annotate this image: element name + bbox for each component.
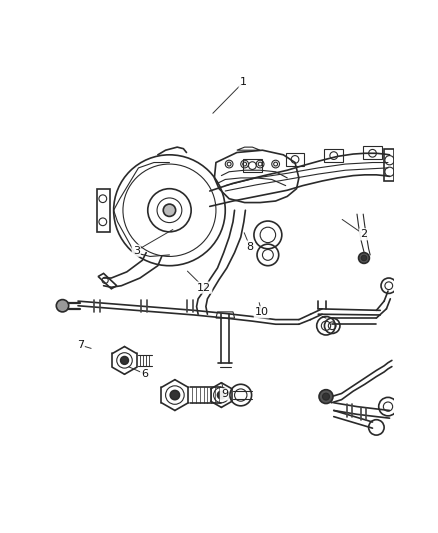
Circle shape <box>361 255 367 261</box>
Circle shape <box>359 253 369 263</box>
Circle shape <box>120 357 128 364</box>
Circle shape <box>57 300 69 312</box>
Text: 2: 2 <box>360 229 367 239</box>
Circle shape <box>163 204 176 216</box>
Text: 1: 1 <box>240 77 247 87</box>
Text: 10: 10 <box>255 307 269 317</box>
Text: 3: 3 <box>133 246 140 256</box>
Text: 6: 6 <box>141 369 148 379</box>
Text: 8: 8 <box>246 241 254 252</box>
Text: 7: 7 <box>77 340 84 350</box>
Circle shape <box>218 391 225 399</box>
Circle shape <box>170 391 180 400</box>
Circle shape <box>322 393 329 400</box>
Text: 9: 9 <box>221 389 228 399</box>
Text: 12: 12 <box>197 282 211 293</box>
Circle shape <box>319 390 333 403</box>
